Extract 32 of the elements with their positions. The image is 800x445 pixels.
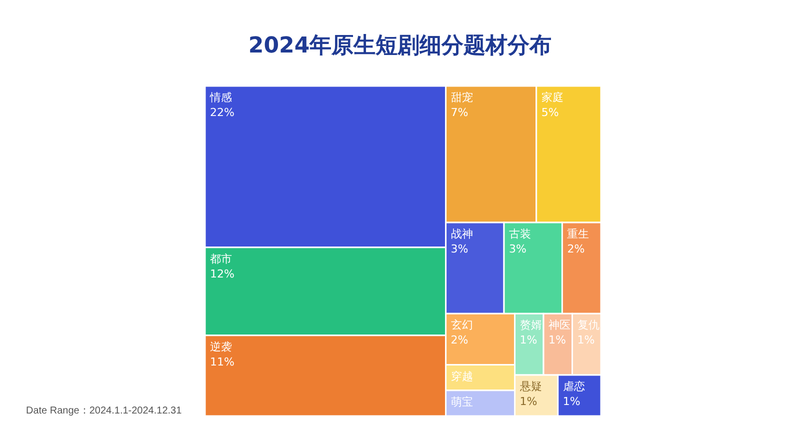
data-label: 1%: [520, 334, 538, 347]
data-label: 5%: [541, 106, 559, 119]
category-label: 神医: [548, 318, 571, 332]
category-label: 战神: [450, 228, 473, 241]
data-label: 1%: [562, 395, 580, 408]
data-label: 1%: [577, 334, 595, 347]
data-label: 11%: [210, 355, 234, 368]
category-label: 古装: [509, 228, 532, 241]
category-label: 逆袭: [210, 340, 232, 354]
category-label: 穿越: [450, 370, 473, 383]
data-label: 2%: [450, 334, 468, 347]
category-label: 复仇: [577, 318, 600, 332]
data-label: 1%: [548, 334, 566, 347]
data-label: 3%: [450, 242, 468, 256]
category-label: 情感: [209, 91, 232, 104]
category-label: 玄幻: [450, 318, 473, 332]
data-label: 2%: [567, 242, 585, 256]
data-label: 1%: [520, 395, 538, 408]
category-label: 都市: [210, 252, 232, 266]
text: Date Range：2024.1.1-2024.12.31: [26, 406, 182, 416]
text: 2024年原生短剧细分题材分布: [248, 34, 552, 58]
category-label: 重生: [567, 228, 590, 241]
category-label: 家庭: [541, 91, 564, 104]
category-label: 虐恋: [562, 380, 585, 394]
data-label: 22%: [210, 106, 234, 119]
category-label: 萌宝: [450, 395, 473, 408]
data-label: 12%: [210, 267, 234, 280]
data-label: 7%: [450, 106, 468, 119]
category-label: 悬疑: [518, 380, 542, 394]
category-label: 甜宠: [450, 91, 473, 104]
data-label: 3%: [509, 242, 526, 256]
category-label: 赘婿: [520, 318, 542, 332]
